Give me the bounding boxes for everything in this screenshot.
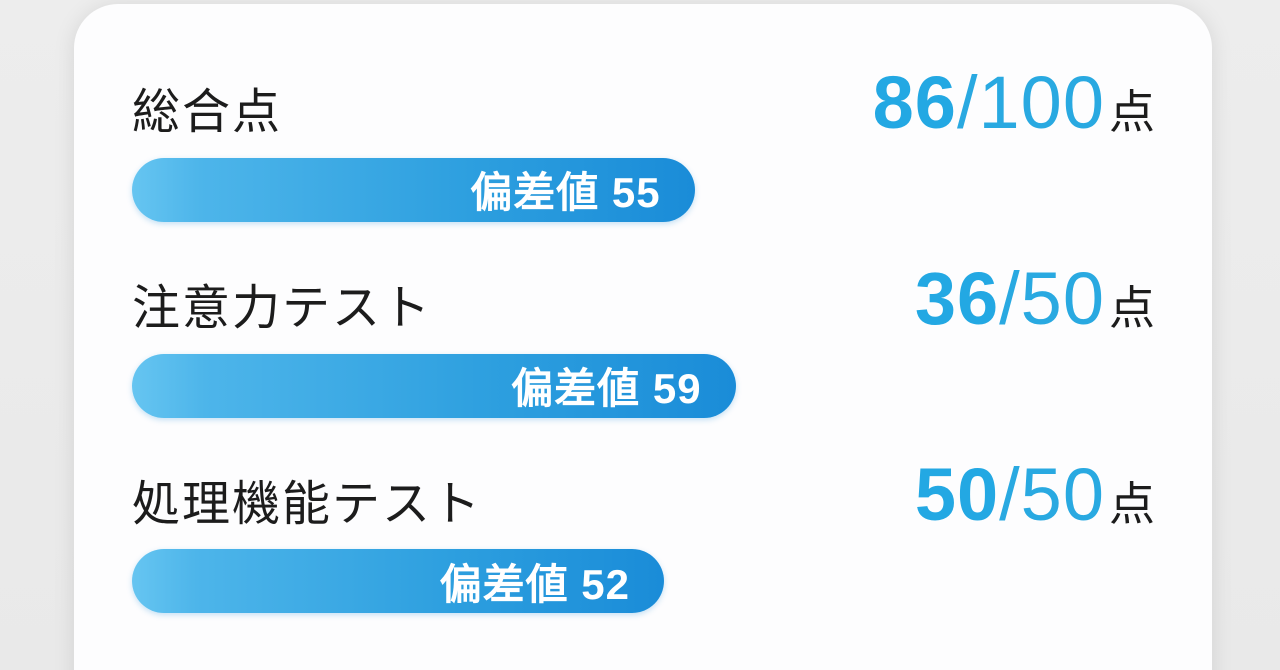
score-row: 注意力テスト 36/50点 偏差値 59 xyxy=(132,256,1155,418)
score-number: 86 xyxy=(872,61,957,144)
score-row: 処理機能テスト 50/50点 偏差値 52 xyxy=(132,452,1155,614)
score-total: /100 xyxy=(956,61,1105,144)
deviation-bar-track: 偏差値 52 xyxy=(132,549,1155,614)
test-name-label: 注意力テスト xyxy=(132,281,433,335)
score-row-header: 総合点 86/100点 xyxy=(132,60,1155,146)
score-value: 86/100点 xyxy=(873,60,1155,145)
score-number: 36 xyxy=(914,256,1000,340)
deviation-bar: 偏差値 52 xyxy=(132,549,664,614)
score-value: 50/50点 xyxy=(915,452,1155,537)
deviation-badge-text: 偏差値 59 xyxy=(511,365,702,413)
deviation-bar-track: 偏差値 59 xyxy=(132,353,1155,418)
deviation-bar-track: 偏差値 55 xyxy=(132,157,1155,222)
score-row-header: 処理機能テスト 50/50点 xyxy=(132,452,1155,538)
deviation-badge-text: 偏差値 52 xyxy=(439,560,630,608)
score-number: 50 xyxy=(914,452,1000,536)
test-name-label: 総合点 xyxy=(132,86,283,139)
score-row-header: 注意力テスト 36/50点 xyxy=(132,256,1155,342)
score-unit: 点 xyxy=(1109,281,1155,334)
score-unit: 点 xyxy=(1109,86,1155,138)
test-name-label: 処理機能テスト xyxy=(132,477,483,531)
score-card-content: 総合点 86/100点 偏差値 55 注意力テスト 36/50点 xyxy=(74,4,1212,614)
score-total: /50 xyxy=(999,452,1105,536)
score-row: 総合点 86/100点 偏差値 55 xyxy=(132,60,1155,222)
score-card: 総合点 86/100点 偏差値 55 注意力テスト 36/50点 xyxy=(74,4,1212,670)
score-value: 36/50点 xyxy=(915,256,1155,341)
deviation-badge-text: 偏差値 55 xyxy=(470,169,661,217)
score-total: /50 xyxy=(999,256,1105,340)
deviation-bar: 偏差値 59 xyxy=(132,353,736,418)
deviation-bar: 偏差値 55 xyxy=(132,157,695,222)
score-unit: 点 xyxy=(1109,477,1155,530)
